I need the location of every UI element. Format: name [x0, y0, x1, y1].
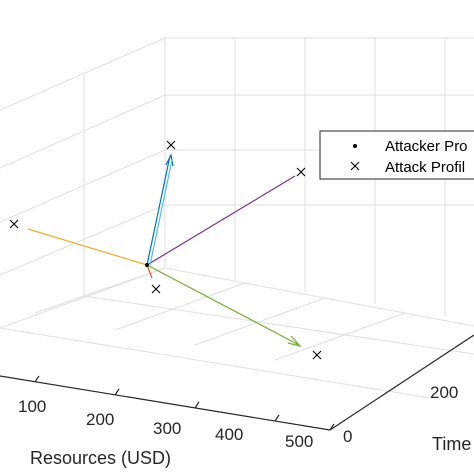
grid-floor: [0, 267, 474, 399]
attack-profile-point: [151, 284, 161, 294]
x-tick-label: 400: [215, 425, 243, 444]
attacker-profile-point: [145, 263, 149, 267]
axes: [0, 334, 474, 431]
legend-label-attack-profile: Attack Profil: [385, 159, 465, 176]
legend-cross-marker: [350, 161, 360, 171]
grid-left-wall: [0, 37, 166, 329]
x-tick-label: 500: [285, 432, 313, 451]
legend-box: [319, 130, 474, 180]
vectors: [27, 153, 302, 348]
x-tick-label: 200: [86, 410, 114, 429]
x-tick-label: 100: [18, 397, 46, 416]
attack-profile-point: [296, 167, 306, 177]
x-axis-ticks: [34, 375, 335, 431]
legend-dot-marker: [353, 144, 357, 148]
attack-profile-point: [312, 350, 322, 360]
vector-purple: [146, 175, 296, 266]
y-tick-label: 200: [430, 383, 458, 402]
x-axis-label: Resources (USD): [30, 448, 171, 468]
legend: Attacker Pro Attack Profil: [319, 130, 474, 180]
vector-orange-short: [146, 264, 153, 279]
vector-cyan: [149, 159, 173, 266]
vector-green-arrowhead: [287, 335, 302, 348]
legend-label-attacker-profile: Attacker Pro: [385, 138, 468, 155]
attack-profile-point: [9, 219, 19, 229]
vector-blue: [146, 155, 171, 266]
x-tick-label: 300: [153, 419, 181, 438]
vector-blue-arrowhead: [165, 153, 174, 167]
attack-profile-point: [166, 140, 176, 150]
y-tick-label: 0: [343, 427, 352, 446]
attack-profile-markers: [9, 140, 322, 360]
y-axis-label: Time: [432, 434, 471, 454]
y-axis-line: [329, 334, 474, 431]
vector-orange: [27, 228, 148, 266]
vector-green: [146, 264, 300, 346]
